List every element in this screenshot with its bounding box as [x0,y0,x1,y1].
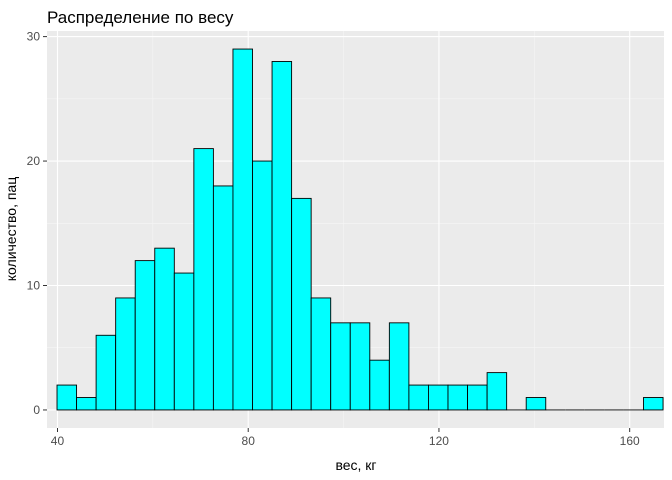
histogram-bar [486,372,508,411]
histogram-bars [56,48,664,411]
x-tick-label: 120 [429,434,449,448]
histogram-bar [134,260,156,411]
y-axis: 0 10 20 30 [27,30,47,417]
histogram-bar [173,272,195,411]
x-axis: 40 80 120 160 [51,428,640,448]
histogram-bar [291,197,312,411]
histogram-bar [467,384,488,411]
histogram-bar [56,384,78,411]
histogram-bar [95,334,117,411]
histogram-bar [369,359,390,411]
histogram-bar [154,247,175,411]
histogram-bar [212,185,234,411]
histogram-bar [252,160,273,411]
y-tick-label: 20 [27,154,41,168]
chart-title: Распределение по весу [47,8,234,27]
histogram-bar [193,148,214,411]
y-axis-title: количество, пац [3,177,19,281]
histogram-bar [76,397,97,411]
histogram-bar [643,397,664,411]
histogram-bar [115,297,136,411]
histogram-bar [388,322,410,411]
histogram-bar [310,297,332,411]
histogram-bar [271,61,293,411]
x-axis-title: вес, кг [335,457,376,473]
histogram-bar [428,384,449,411]
histogram-bar [525,397,547,411]
y-tick-label: 10 [27,279,41,293]
x-tick-label: 40 [51,434,65,448]
histogram-bar [447,384,469,411]
y-tick-label: 30 [27,30,41,44]
y-tick-label: 0 [33,403,40,417]
histogram-bar [349,322,371,411]
histogram-bar [232,48,253,411]
histogram-bar [408,384,429,411]
histogram-bar [330,322,351,411]
x-tick-label: 80 [242,434,256,448]
x-tick-label: 160 [620,434,640,448]
